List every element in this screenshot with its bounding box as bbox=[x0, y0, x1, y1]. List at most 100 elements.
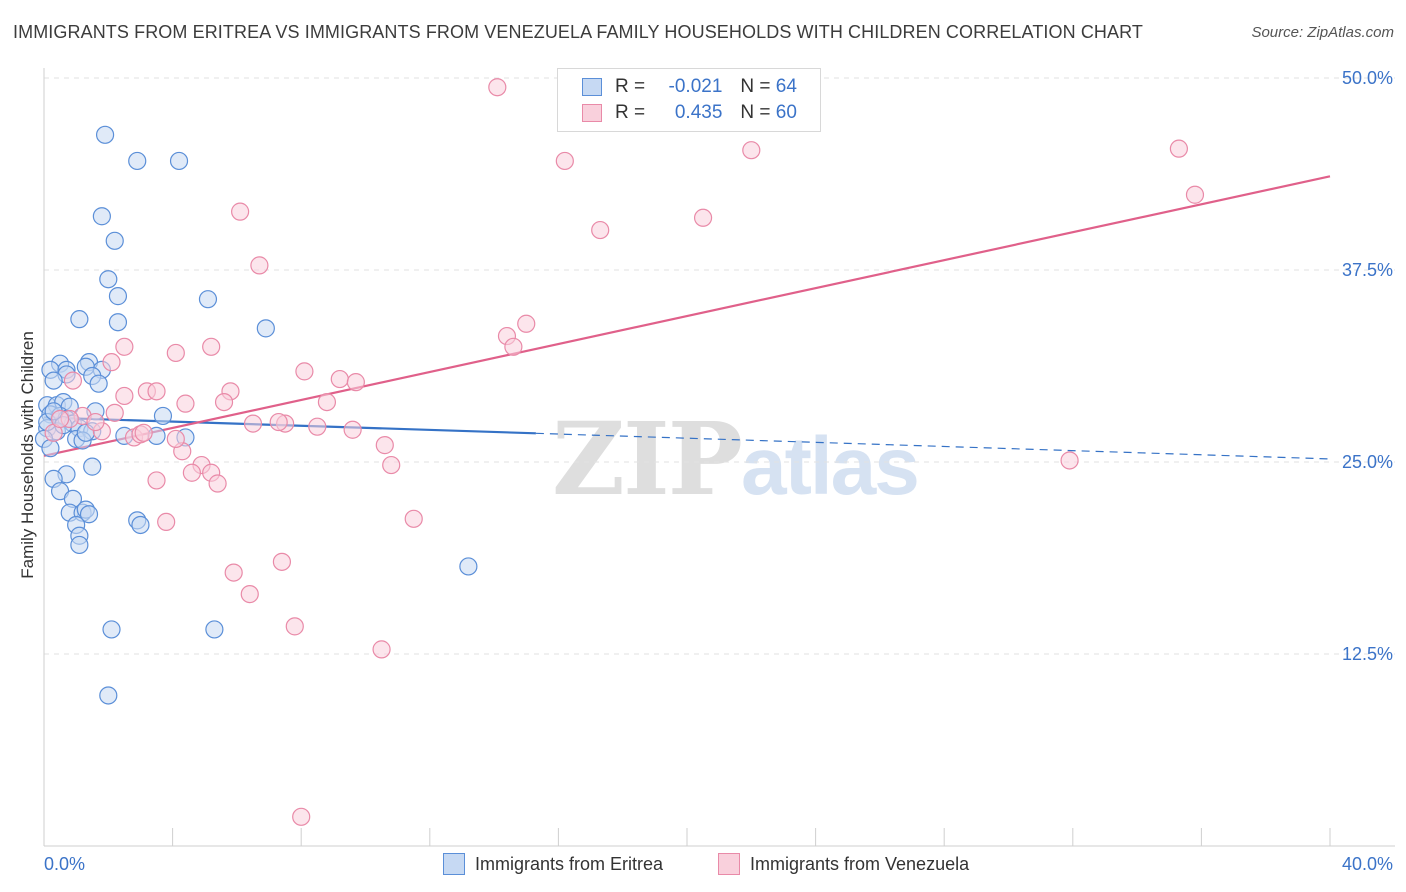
venezuela-point bbox=[50, 409, 70, 429]
gridlines bbox=[44, 77, 1395, 655]
legend-swatch-eritrea bbox=[582, 78, 602, 96]
eritrea-point bbox=[105, 231, 124, 250]
eritrea-trend-line-extended bbox=[535, 432, 1331, 460]
legend-r-label: R = bbox=[615, 102, 646, 123]
venezuela-point bbox=[555, 151, 574, 171]
legend-n-label: N = bbox=[740, 76, 771, 97]
venezuela-point bbox=[488, 78, 507, 97]
legend-box: R = -0.021 N = 64 R = 0.435 N = 60 bbox=[557, 68, 821, 132]
legend-row-venezuela: R = 0.435 N = 60 bbox=[582, 100, 797, 126]
venezuela-point bbox=[224, 563, 243, 582]
venezuela-point bbox=[214, 392, 234, 412]
legend-label-eritrea: Immigrants from Eritrea bbox=[475, 853, 664, 874]
venezuela-point bbox=[240, 584, 259, 604]
venezuela-point bbox=[285, 617, 304, 636]
bottom-legend-venezuela[interactable]: Immigrants from Venezuela bbox=[718, 851, 969, 877]
venezuela-point bbox=[1185, 185, 1205, 204]
eritrea-point bbox=[108, 313, 128, 332]
venezuela-point bbox=[105, 403, 124, 422]
venezuela-point bbox=[202, 337, 221, 356]
venezuela-point bbox=[231, 202, 250, 221]
eritrea-point bbox=[70, 310, 89, 329]
source-label: Source: ZipAtlas.com bbox=[1251, 24, 1394, 41]
eritrea-point bbox=[83, 457, 102, 476]
legend-r-label: R = bbox=[615, 76, 646, 97]
eritrea-point bbox=[99, 686, 118, 705]
venezuela-point bbox=[176, 394, 195, 413]
watermark-atlas: atlas bbox=[740, 421, 920, 512]
eritrea-point bbox=[198, 290, 218, 309]
venezuela-point bbox=[382, 455, 401, 475]
x-tick-label-max: 40.0% bbox=[1342, 854, 1393, 874]
x-tick-label-min: 0.0% bbox=[44, 854, 85, 874]
legend-row-eritrea: R = -0.021 N = 64 bbox=[582, 74, 797, 100]
venezuela-point bbox=[372, 640, 391, 659]
venezuela-point bbox=[295, 362, 314, 381]
venezuela-point bbox=[86, 412, 105, 432]
eritrea-point bbox=[459, 557, 478, 576]
venezuela-point bbox=[250, 256, 269, 275]
venezuela-point bbox=[693, 208, 713, 227]
eritrea-point bbox=[99, 270, 118, 289]
venezuela-point bbox=[591, 220, 610, 240]
venezuela-point bbox=[308, 417, 327, 436]
legend-label-venezuela: Immigrants from Venezuela bbox=[750, 853, 970, 874]
venezuela-point bbox=[272, 552, 292, 571]
eritrea-point bbox=[256, 319, 275, 338]
bottom-legend-eritrea[interactable]: Immigrants from Eritrea bbox=[443, 851, 663, 877]
venezuela-point bbox=[269, 412, 288, 432]
venezuela-point bbox=[166, 429, 185, 449]
legend-swatch-eritrea bbox=[443, 853, 465, 875]
venezuela-point bbox=[115, 337, 134, 356]
venezuela-point bbox=[147, 471, 166, 490]
venezuela-point bbox=[182, 463, 201, 482]
venezuela-point bbox=[292, 807, 311, 826]
venezuela-trend-line bbox=[43, 175, 1331, 457]
legend-swatch-venezuela bbox=[718, 853, 740, 875]
legend-n-value-eritrea: 64 bbox=[775, 76, 797, 97]
axes bbox=[43, 68, 1395, 847]
venezuela-point bbox=[343, 420, 362, 439]
venezuela-point bbox=[166, 343, 185, 363]
venezuela-point bbox=[115, 386, 134, 406]
y-tick-label: 50.0% bbox=[1342, 68, 1393, 88]
venezuela-point bbox=[243, 414, 263, 433]
eritrea-point bbox=[102, 620, 121, 639]
eritrea-point bbox=[70, 535, 89, 555]
venezuela-point bbox=[742, 141, 761, 160]
venezuela-point bbox=[330, 369, 349, 389]
eritrea-point bbox=[205, 620, 224, 639]
venezuela-point bbox=[134, 423, 153, 442]
venezuela-point bbox=[1169, 139, 1188, 158]
legend-r-value-venezuela: 0.435 bbox=[674, 102, 723, 123]
venezuela-point bbox=[102, 353, 121, 372]
venezuela-point bbox=[1060, 451, 1079, 470]
venezuela-point bbox=[147, 382, 166, 401]
venezuela-point bbox=[375, 436, 394, 455]
watermark-zip: ZIP bbox=[552, 400, 743, 518]
tick-labels: 12.5% 25.0% 37.5% 50.0% 0.0% 40.0% bbox=[44, 68, 1393, 874]
venezuela-point bbox=[517, 314, 536, 333]
venezuela-point bbox=[346, 373, 365, 392]
venezuela-point bbox=[208, 474, 227, 493]
venezuela-point bbox=[157, 512, 176, 532]
y-tick-label: 12.5% bbox=[1342, 644, 1393, 664]
venezuela-point bbox=[317, 392, 337, 412]
y-tick-label: 37.5% bbox=[1342, 260, 1393, 280]
eritrea-point bbox=[79, 505, 99, 524]
data-points bbox=[34, 78, 1205, 826]
eritrea-point bbox=[92, 207, 111, 226]
eritrea-point bbox=[128, 151, 147, 171]
eritrea-point bbox=[41, 439, 60, 458]
venezuela-point bbox=[504, 337, 523, 356]
eritrea-point bbox=[131, 515, 150, 535]
chart-title: IMMIGRANTS FROM ERITREA VS IMMIGRANTS FR… bbox=[13, 22, 1143, 42]
eritrea-point bbox=[95, 125, 115, 144]
legend-r-value-eritrea: -0.021 bbox=[668, 76, 723, 97]
eritrea-point bbox=[169, 151, 189, 171]
venezuela-point bbox=[63, 371, 83, 390]
watermark: ZIPatlas bbox=[552, 400, 920, 518]
y-tick-label: 25.0% bbox=[1342, 452, 1393, 472]
legend-n-value-venezuela: 60 bbox=[775, 102, 797, 123]
